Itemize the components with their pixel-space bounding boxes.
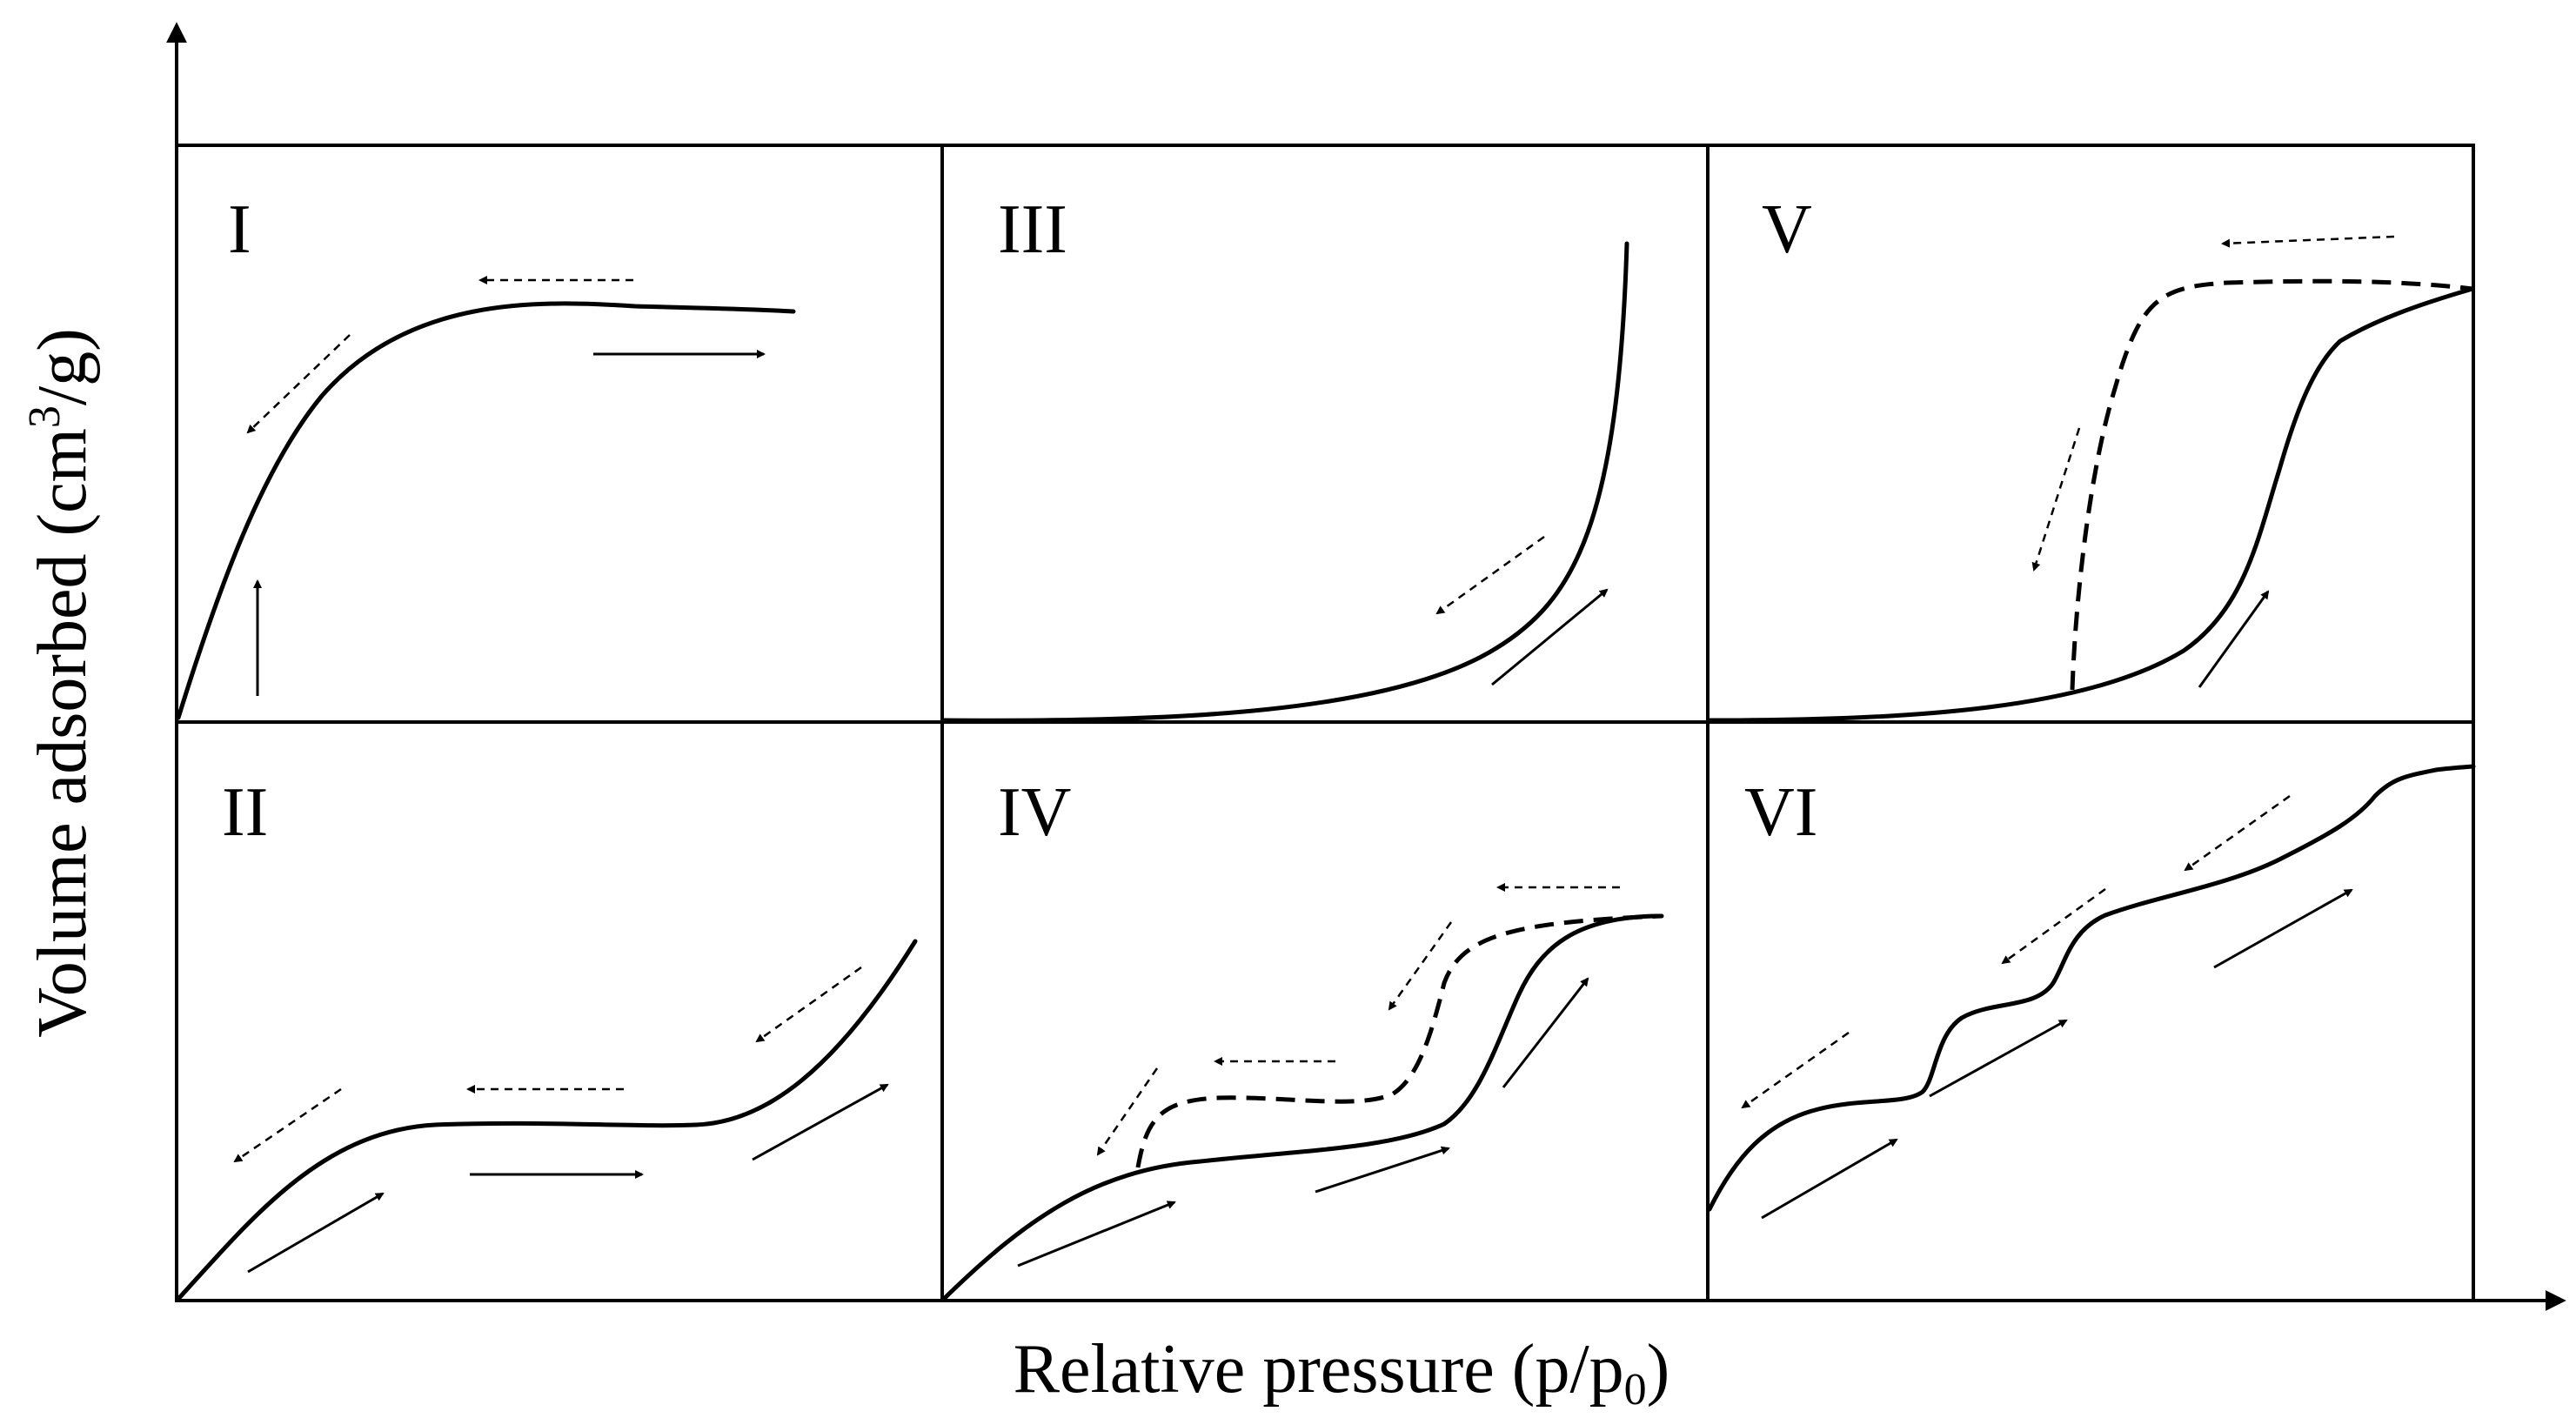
isotherm-curve-type-6 [1707,764,2476,1212]
panel-label-type-4: IV [998,774,1071,851]
desorption-arrow-2 [1388,921,1453,1011]
panel-type-4: IV [941,774,1664,1301]
adsorption-arrow-3 [1502,977,1589,1088]
desorption-arrow-1 [2184,794,2291,872]
adsorption-arrow-3 [2213,888,2353,969]
adsorption-branch-type-5 [1707,286,2475,723]
isotherm-curve-type-2 [176,939,918,1301]
adsorption-arrow [1491,588,1609,686]
adsorption-arrow-2 [1929,1019,2068,1098]
adsorption-arrow-1 [1761,1138,1898,1220]
adsorption-branch-type-4 [941,913,1664,1301]
adsorption-arrow-2 [1315,1146,1450,1194]
adsorption-arrow-3 [752,1083,889,1161]
panel-type-3: III [941,191,1629,723]
desorption-branch-type-4 [1135,913,1663,1168]
isotherm-curve-type-1 [176,301,796,720]
adsorption-arrow-1 [1017,1201,1176,1268]
y-axis-title: Volume adsorbed (cm3/g) [20,328,101,1037]
panel-type-6: VI [1707,764,2476,1220]
desorption-arrow-4 [1096,1067,1159,1156]
desorption-arrow-down [246,334,351,434]
panel-type-1: I [176,191,796,720]
desorption-arrow [1435,535,1545,615]
panel-label-type-6: VI [1744,774,1817,851]
y-axis-title-main: Volume adsorbed (cm [24,428,101,1038]
panel-type-5: V [1707,191,2475,723]
x-axis-title-subscript: 0 [1624,1365,1647,1415]
panel-label-type-2: II [222,774,268,851]
adsorption-arrow [2198,590,2270,688]
desorption-arrow-left [2221,235,2395,248]
desorption-arrow-3 [1741,1031,1850,1109]
x-axis-title: Relative pressure (p/p0) [1014,1331,1670,1415]
x-axis-title-main: Relative pressure (p/p [1014,1331,1624,1408]
panel-label-type-1: I [228,191,251,268]
panel-type-2: II [176,774,918,1301]
desorption-arrow-down [2031,427,2081,572]
desorption-arrow-1 [755,966,862,1043]
x-axis-title-end: ) [1647,1331,1670,1408]
isotherm-curve-type-3 [941,241,1629,723]
y-axis-title-end: /g) [24,328,101,405]
y-axis-title-superscript: 3 [20,405,70,428]
desorption-arrow-2 [2001,887,2106,965]
panel-label-type-3: III [998,191,1067,268]
adsorption-arrow-1 [247,1192,385,1274]
desorption-arrow-3 [233,1087,342,1163]
desorption-branch-type-5 [2070,278,2473,691]
panel-label-type-5: V [1762,191,1812,268]
